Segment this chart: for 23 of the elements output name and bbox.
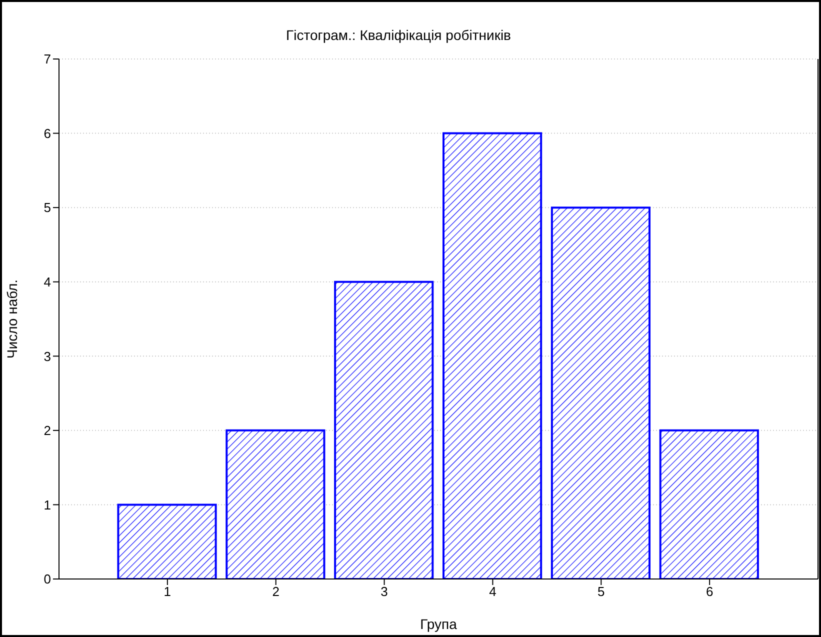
bar xyxy=(117,504,217,579)
y-axis-title: Число набл. xyxy=(4,279,20,359)
y-tick-label: 2 xyxy=(44,423,51,438)
y-tick-label: 0 xyxy=(44,572,51,587)
bar xyxy=(226,429,326,579)
bar xyxy=(659,429,759,579)
y-tick-label: 1 xyxy=(44,497,51,512)
x-axis-title: Група xyxy=(420,616,458,632)
bar xyxy=(442,132,542,579)
y-tick-label: 4 xyxy=(44,274,51,290)
x-tick-label: 2 xyxy=(272,584,280,600)
x-tick-label: 1 xyxy=(164,584,172,600)
y-tick-label: 3 xyxy=(44,348,51,364)
y-tick-label: 7 xyxy=(44,52,51,67)
x-tick-label: 3 xyxy=(380,584,388,600)
y-tick-label: 6 xyxy=(44,126,51,141)
bar xyxy=(550,206,651,579)
y-tick-label: 5 xyxy=(44,200,51,216)
x-tick-label: 6 xyxy=(706,584,714,600)
bar xyxy=(334,280,434,579)
chart-title: Гістограм.: Кваліфікація робітників xyxy=(286,27,511,43)
x-tick-label: 4 xyxy=(489,584,496,600)
x-tick-label: 5 xyxy=(598,584,605,600)
